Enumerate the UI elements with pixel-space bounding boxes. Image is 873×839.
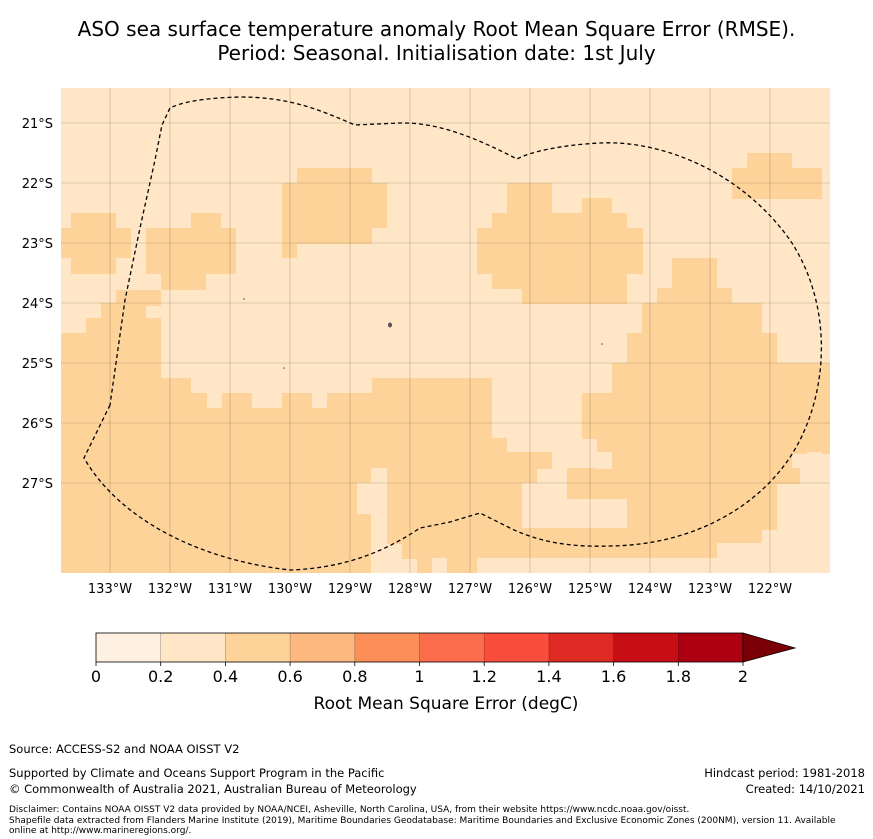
disclaimer-line-1: Disclaimer: Contains NOAA OISST V2 data … — [9, 805, 690, 815]
colorbar-swatch — [678, 633, 744, 662]
lat-tick-label: 21°S — [22, 117, 53, 132]
copyright-note: © Commonwealth of Australia 2021, Austra… — [9, 782, 417, 796]
hindcast-period: Hindcast period: 1981-2018 — [704, 766, 865, 780]
colorbar-tick-label: 1 — [414, 667, 424, 686]
lon-tick-label: 133°W — [88, 582, 132, 597]
colorbar-tick-label: 0.6 — [277, 667, 302, 686]
lat-tick-label: 22°S — [22, 177, 53, 192]
colorbar-swatch — [354, 633, 420, 662]
colorbar-ticks: 0 0.2 0.4 0.6 0.8 1 1.2 1.4 1.6 1.8 2 — [91, 662, 748, 686]
chart-title: ASO sea surface temperature anomaly Root… — [0, 17, 873, 65]
disclaimer-line-3: online at http://www.marineregions.org/. — [9, 826, 192, 836]
eez-boundary — [83, 96, 823, 571]
island-markers — [243, 298, 603, 369]
lat-tick-label: 23°S — [22, 237, 53, 252]
lon-tick-label: 130°W — [268, 582, 312, 597]
colorbar-tick-label: 0.4 — [213, 667, 238, 686]
rmse-low-band-cells — [357, 452, 830, 573]
colorbar-swatch — [160, 633, 226, 662]
colorbar-swatch — [548, 633, 614, 662]
latitude-axis: 21°S 22°S 23°S 24°S 25°S 26°S 27°S — [22, 117, 53, 492]
lon-tick-label: 126°W — [508, 582, 552, 597]
created-date: Created: 14/10/2021 — [745, 782, 865, 796]
lon-tick-label: 124°W — [628, 582, 672, 597]
colorbar-swatches — [96, 633, 744, 662]
colorbar-tick-label: 1.2 — [471, 667, 496, 686]
disclaimer: Disclaimer: Contains NOAA OISST V2 data … — [9, 805, 869, 837]
lat-tick-label: 25°S — [22, 357, 53, 372]
colorbar-tick-label: 0.8 — [342, 667, 367, 686]
colorbar-tick-label: 0.2 — [148, 667, 173, 686]
lon-tick-label: 131°W — [208, 582, 252, 597]
colorbar-swatch — [484, 633, 550, 662]
lon-tick-label: 125°W — [568, 582, 612, 597]
lon-tick-label: 128°W — [388, 582, 432, 597]
lon-tick-label: 123°W — [688, 582, 732, 597]
title-line-1: ASO sea surface temperature anomaly Root… — [77, 17, 796, 41]
lon-tick-label: 127°W — [448, 582, 492, 597]
lat-tick-label: 27°S — [22, 477, 53, 492]
rmse-high-band-cells — [61, 153, 830, 573]
colorbar-tick-label: 1.4 — [536, 667, 561, 686]
lat-tick-label: 24°S — [22, 297, 53, 312]
colorbar-tick-label: 1.8 — [666, 667, 691, 686]
map-panel — [61, 88, 830, 573]
support-note: Supported by Climate and Oceans Support … — [9, 766, 385, 780]
colorbar-tick-label: 0 — [91, 667, 101, 686]
colorbar-swatch — [225, 633, 291, 662]
colorbar-tick-label: 2 — [738, 667, 748, 686]
source-note: Source: ACCESS-S2 and NOAA OISST V2 — [9, 742, 240, 756]
colorbar-swatch — [419, 633, 485, 662]
disclaimer-line-2: Shapefile data extracted from Flanders M… — [9, 815, 836, 826]
colorbar-tick-label: 1.6 — [601, 667, 626, 686]
colorbar-swatch — [290, 633, 356, 662]
colorbar-swatch — [613, 633, 679, 662]
title-line-2: Period: Seasonal. Initialisation date: 1… — [217, 41, 656, 65]
colorbar-swatch — [96, 633, 161, 662]
lon-tick-label: 129°W — [328, 582, 372, 597]
longitude-axis: 133°W 132°W 131°W 130°W 129°W 128°W 127°… — [88, 582, 792, 597]
colorbar: 0 0.2 0.4 0.6 0.8 1 1.2 1.4 1.6 1.8 2 Root Mean Sq… — [91, 632, 797, 714]
lon-tick-label: 122°W — [748, 582, 792, 597]
colorbar-extend-arrow — [742, 632, 797, 663]
lon-tick-label: 132°W — [148, 582, 192, 597]
colorbar-label: Root Mean Square Error (degC) — [314, 694, 579, 714]
graticule — [61, 88, 830, 573]
lat-tick-label: 26°S — [22, 417, 53, 432]
